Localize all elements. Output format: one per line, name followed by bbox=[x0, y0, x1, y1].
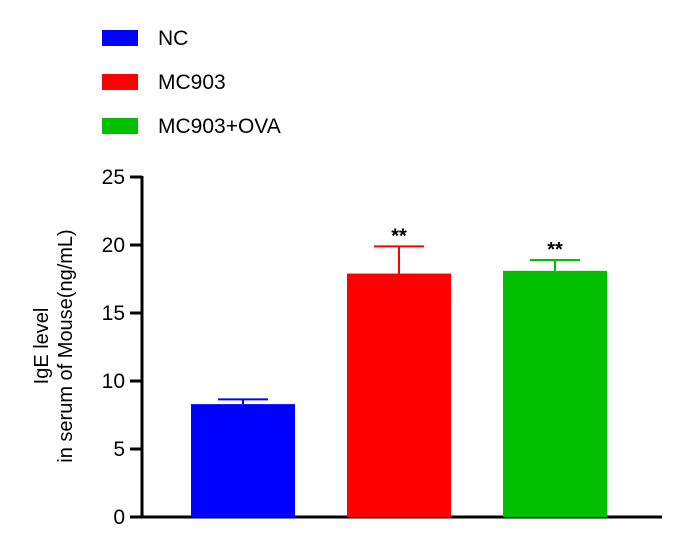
significance-marker: ** bbox=[547, 239, 563, 261]
legend-label: MC903+OVA bbox=[158, 115, 281, 138]
bars: ** ** bbox=[191, 225, 607, 517]
bar-mc903-ova bbox=[503, 270, 607, 517]
y-tick-label: 5 bbox=[113, 438, 125, 461]
y-tick-label: 15 bbox=[102, 302, 125, 325]
y-axis-label-line-2: in serum of Mouse(ng/mL) bbox=[55, 229, 77, 462]
legend-swatch bbox=[102, 30, 138, 46]
y-tick-label: 0 bbox=[113, 506, 125, 529]
legend: NC MC903 MC903+OVA bbox=[102, 27, 281, 138]
bar-nc bbox=[191, 404, 295, 517]
legend-swatch bbox=[102, 74, 138, 90]
y-tick-label: 20 bbox=[102, 234, 125, 257]
bar-mc903 bbox=[347, 273, 451, 517]
legend-label: MC903 bbox=[158, 71, 226, 94]
y-axis-label-line-1: IgE level bbox=[31, 308, 53, 385]
legend-label: NC bbox=[158, 27, 188, 50]
significance-marker: ** bbox=[391, 225, 407, 247]
legend-swatch bbox=[102, 118, 138, 134]
y-tick-label: 10 bbox=[102, 370, 125, 393]
y-tick-label: 25 bbox=[102, 166, 125, 189]
